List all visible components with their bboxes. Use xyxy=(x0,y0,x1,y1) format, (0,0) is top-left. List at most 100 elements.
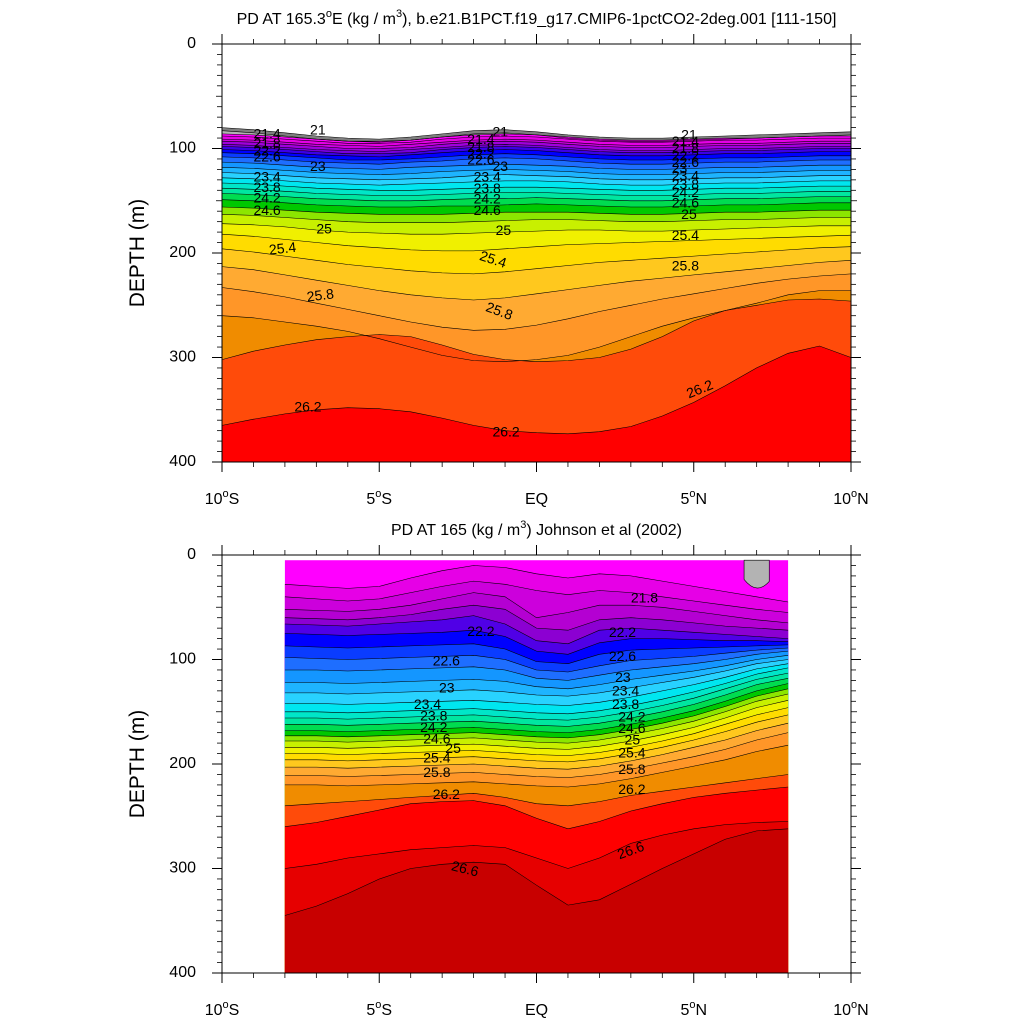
contour-label: 25 xyxy=(496,222,512,238)
contour-field xyxy=(284,559,789,973)
contour-label: 21.8 xyxy=(672,140,699,156)
contour-line-26-8 xyxy=(284,828,789,916)
contour-label: 23 xyxy=(439,679,455,695)
x-tick-label: 10oS xyxy=(205,999,240,1019)
contour-line-26-2 xyxy=(284,774,789,807)
y-tick-label: 300 xyxy=(169,860,196,877)
contour-line-23-8 xyxy=(222,182,851,191)
contour-label: 23.4 xyxy=(672,167,699,183)
contour-line-25-6 xyxy=(222,260,851,301)
contour-label: 24.2 xyxy=(253,189,280,205)
contour-line-23-4 xyxy=(284,659,789,697)
contour-label: 21 xyxy=(681,127,697,143)
contour-line-25-2 xyxy=(284,707,789,756)
contour-label: 23.8 xyxy=(474,180,501,196)
contour-label: 23.8 xyxy=(672,176,699,192)
contour-label: 25.8 xyxy=(672,257,699,273)
contour-label: 22.2 xyxy=(467,145,494,161)
contour-band-26-4 xyxy=(222,346,851,462)
x-tick-label: EQ xyxy=(525,1002,548,1019)
contour-line-23-6 xyxy=(222,177,851,186)
contour-line-21-8 xyxy=(222,140,851,149)
chart-panel-2: 21.822.2 22.222.6 22.6232323.423.423.823.8… xyxy=(126,519,869,1019)
contour-label: 25 xyxy=(681,206,697,222)
contour-label: 25.4 xyxy=(268,239,297,258)
chart-panel-1: 2121.421.822.222.62323.423.824.224.62525… xyxy=(126,8,869,508)
contour-line-26-6 xyxy=(284,821,789,869)
contour-line-24 xyxy=(222,187,851,196)
contour-line-21-6 xyxy=(284,580,789,613)
contour-line-25 xyxy=(284,700,789,750)
contour-line-26-4 xyxy=(284,786,789,830)
contour-line-25-4 xyxy=(222,246,851,275)
contour-line-24-6 xyxy=(284,688,789,739)
contour-label: 22.2 xyxy=(609,624,636,640)
contour-label: 23 xyxy=(615,669,631,685)
contour-line-24-2 xyxy=(284,678,789,727)
contour-line-23 xyxy=(284,650,789,681)
contour-label: 23.4 xyxy=(414,696,441,712)
contour-label: 22.2 xyxy=(467,623,494,639)
contour-line-21-8 xyxy=(284,592,789,624)
contour-label: 22.2 xyxy=(672,148,699,164)
contour-label: 25.4 xyxy=(423,749,450,765)
contour-line-24 xyxy=(284,672,789,721)
contour-line-22-4 xyxy=(284,629,789,655)
y-axis-label: DEPTH (m) xyxy=(126,710,149,819)
x-tick-label: 5oS xyxy=(366,488,392,508)
contour-label: 21.4 xyxy=(467,131,494,147)
contour-line-24-4 xyxy=(284,683,789,733)
x-tick-label: EQ xyxy=(525,491,548,508)
y-tick-label: 300 xyxy=(169,349,196,366)
contour-label: 25.8 xyxy=(423,764,450,780)
contour-line-25-8 xyxy=(222,273,851,331)
x-tick-label: 5oS xyxy=(366,999,392,1019)
contour-label: 24.2 xyxy=(474,190,501,206)
contour-label: 25.4 xyxy=(672,227,699,243)
contour-field xyxy=(222,127,851,462)
contour-label: 24.6 xyxy=(474,202,501,218)
contour-line-23-2 xyxy=(222,167,851,175)
contour-line-22-6 xyxy=(284,643,789,664)
contour-label: 26.2 xyxy=(492,423,519,439)
contour-label: 26.2 xyxy=(433,786,460,802)
contour-label: 22.2 xyxy=(253,142,280,158)
contour-line-23 xyxy=(222,161,851,170)
y-tick-label: 100 xyxy=(169,651,196,668)
y-tick-label: 400 xyxy=(169,453,196,470)
contour-line-26 xyxy=(222,290,851,362)
y-tick-label: 200 xyxy=(169,244,196,261)
contour-label: 26.2 xyxy=(294,398,321,414)
contour-line-22 xyxy=(284,604,789,631)
contour-line-20-8 xyxy=(222,127,851,140)
contour-line-23-4 xyxy=(222,172,851,181)
y-tick-label: 100 xyxy=(169,140,196,157)
contour-line-26-2 xyxy=(222,298,851,362)
contour-line-23-8 xyxy=(284,667,789,715)
contour-line-22-2 xyxy=(284,615,789,645)
contour-label: 23 xyxy=(672,160,688,176)
contour-label: 24.2 xyxy=(420,719,447,735)
contour-line-23-2 xyxy=(284,655,789,690)
contour-label: 24.6 xyxy=(618,720,645,736)
contour-label: 21.8 xyxy=(467,139,494,155)
y-axis-label: DEPTH (m) xyxy=(126,199,149,308)
contour-label: 24.2 xyxy=(672,184,699,200)
contour-line-21-2 xyxy=(222,133,851,142)
contour-line-22-8 xyxy=(222,156,851,165)
contour-label: 22.6 xyxy=(253,149,280,165)
contour-label: 21.4 xyxy=(672,133,699,149)
contour-label: 23.8 xyxy=(253,179,280,195)
contour-label: 23.8 xyxy=(612,696,639,712)
contour-label: 21.4 xyxy=(253,126,280,142)
contour-line-25-2 xyxy=(222,233,851,252)
y-tick-label: 0 xyxy=(187,35,196,52)
y-tick-label: 400 xyxy=(169,964,196,981)
contour-label: 23.4 xyxy=(612,683,639,699)
contour-label: 25.4 xyxy=(618,744,645,760)
contour-label: 22.6 xyxy=(433,652,460,668)
contour-label: 23.4 xyxy=(253,168,280,184)
contour-label: 25.8 xyxy=(618,761,645,777)
contour-label: 24.6 xyxy=(423,731,450,747)
contour-line-21-6 xyxy=(222,138,851,147)
